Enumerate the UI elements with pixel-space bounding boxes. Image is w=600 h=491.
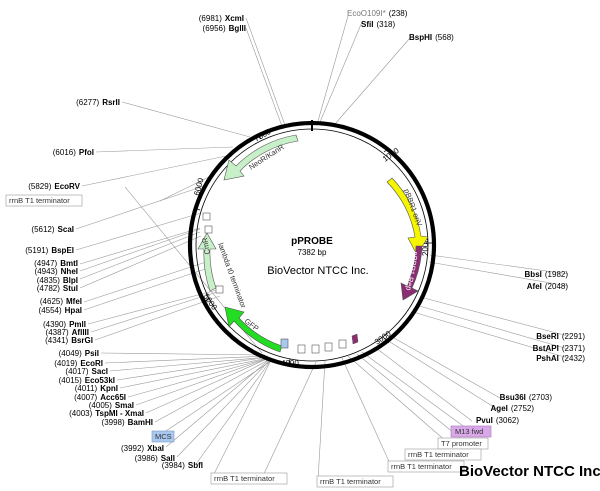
site-label[interactable]: Bsu36I (2703) (500, 393, 553, 402)
cmr-feature (197, 232, 217, 292)
site-label[interactable]: (6016) PfoI (53, 148, 94, 157)
cmr-label: CmR (200, 236, 212, 255)
m13-fwd-feature (351, 333, 359, 345)
site-label[interactable]: EcoO109I* (238) (347, 9, 408, 18)
lambda-t0-box (204, 225, 213, 234)
neor-kanr-feature (223, 134, 299, 181)
site-label[interactable]: BstAPI (2371) (533, 344, 586, 353)
site-label[interactable]: (5191) BspEI (25, 246, 74, 255)
small-feature-box (297, 344, 306, 354)
site-label[interactable]: (6981) XcmI (199, 14, 244, 23)
plasmid-company: BioVector NTCC Inc. (267, 265, 368, 277)
site-label[interactable]: BspHI (568) (409, 33, 454, 42)
rrnb-t1-terminator-box[interactable] (387, 460, 465, 473)
site-label[interactable]: AgeI (2752) (491, 404, 535, 413)
site-label[interactable]: (6956) BglII (203, 24, 246, 33)
rrnb-t1-terminator-box[interactable] (5, 194, 83, 207)
site-label[interactable]: (5612) ScaI (31, 225, 74, 234)
small-feature-box (311, 344, 320, 354)
tick-label-2000: 2000 (421, 238, 430, 256)
site-label[interactable]: BbsI (1982) (525, 270, 569, 279)
site-label[interactable]: SfiI (318) (361, 20, 395, 29)
mcs-feature-box (280, 338, 289, 349)
site-label[interactable]: (3984) SbfI (162, 461, 203, 470)
small-feature-box (202, 212, 211, 221)
site-label[interactable]: (3992) XbaI (121, 444, 164, 453)
restriction-sites-right: EcoO109I* (238) SfiI (318) BspHI (568) BbsI… (347, 9, 585, 425)
tick-label-4000: 4000 (281, 359, 299, 368)
site-label[interactable]: BseRI (2291) (536, 332, 585, 341)
small-feature-box (338, 339, 347, 349)
site-label[interactable]: (4007) Acc65I (74, 393, 126, 402)
pbbr1-rep-feature (400, 245, 423, 301)
rrnb-t1-terminator-label: rrnB T1 terminator (320, 477, 381, 486)
site-label[interactable]: (4341) BsrGI (45, 336, 93, 345)
site-label[interactable]: (4015) Eco53kI (59, 376, 115, 385)
site-label[interactable]: AfeI (2048) (527, 282, 569, 291)
plasmid-name: pPROBE (291, 236, 333, 247)
site-label[interactable]: (6277) RsrII (76, 98, 120, 107)
site-label[interactable]: (4387) AflIII (46, 328, 89, 337)
site-label[interactable]: (4019) EcoRI (54, 359, 103, 368)
m13-fwd-label: M13 fwd (455, 427, 483, 436)
restriction-sites-left: (6981) XcmI (6956) BglII (6277) RsrII (6016… (25, 14, 246, 470)
site-label[interactable]: (4003) TspMI - XmaI (69, 409, 144, 418)
pbbr1-rep-label: pBBR1 Rep (404, 251, 420, 292)
mcs-label: MCS (155, 432, 172, 441)
small-feature-box (324, 342, 333, 352)
site-label[interactable]: (3998) BamHI (102, 418, 153, 427)
site-label[interactable]: PvuI (3062) (476, 416, 519, 425)
rrnb-t1-terminator-box[interactable] (404, 448, 482, 461)
m13-fwd-box[interactable] (450, 425, 492, 438)
small-feature-box (215, 285, 224, 294)
rrnb-t1-terminator-box[interactable] (210, 472, 288, 485)
site-label[interactable]: (3986) SalI (135, 454, 175, 463)
lambda-t0-label: lambda t0 terminator (216, 242, 248, 310)
rrnb-t1-terminator-label: rrnB T1 terminator (408, 450, 469, 459)
rrnb-t1-terminator-box[interactable] (316, 475, 394, 488)
brand-watermark: BioVector NTCC Inc. (459, 463, 600, 480)
plasmid-size: 7382 bp (298, 248, 327, 257)
site-label[interactable]: (4011) KpnI (75, 384, 118, 393)
site-label[interactable]: (4017) SacI (65, 367, 108, 376)
site-label[interactable]: (4835) BlpI (37, 276, 78, 285)
site-label[interactable]: (4625) MfeI (40, 297, 82, 306)
site-label[interactable]: (5829) EcoRV (28, 182, 80, 191)
site-label[interactable]: (4049) PsiI (59, 349, 99, 358)
pbbr1-oriv-feature (386, 177, 429, 256)
rrnb-t1-terminator-label: rrnB T1 terminator (214, 474, 275, 483)
gfp-feature (224, 306, 283, 353)
rrnb-t1-terminator-label: rrnB T1 terminator (391, 462, 452, 471)
site-label[interactable]: PshAI (2432) (536, 354, 585, 363)
site-label[interactable]: (4554) HpaI (39, 306, 82, 315)
site-label[interactable]: (4943) NheI (35, 267, 78, 276)
scale-ticks (193, 133, 432, 366)
site-label[interactable]: (4947) BmtI (34, 259, 78, 268)
site-label[interactable]: (4782) StuI (37, 284, 78, 293)
mcs-box[interactable] (151, 430, 175, 443)
rrnb-t1-terminator-label: rrnB T1 terminator (9, 196, 70, 205)
feature-boxes: rrnB T1 terminator MCS M13 fwd T7 promot… (5, 194, 600, 488)
site-label[interactable]: (4005) SmaI (89, 401, 134, 410)
t7-promoter-label: T7 promoter (441, 439, 482, 448)
site-label[interactable]: (4390) PmlI (43, 320, 86, 329)
